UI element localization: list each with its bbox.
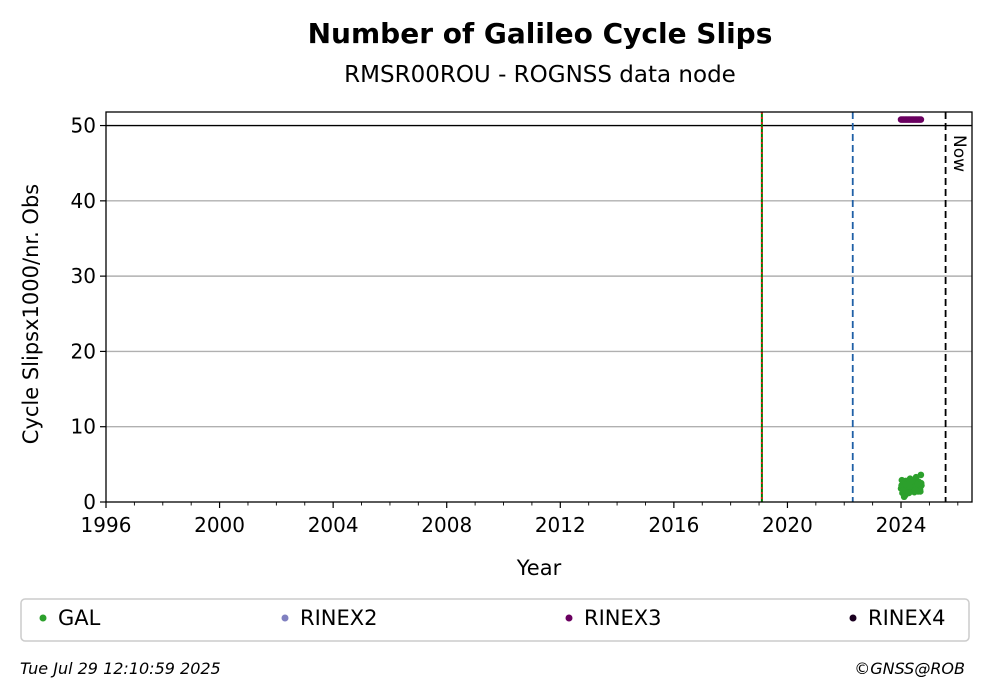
x-axis-ticks: 1996 2000 2004 2008 2012 2016 2020 2024 [81,502,959,537]
data-point [905,489,913,497]
x-tick-label: 2020 [762,513,813,537]
data-point [912,473,920,481]
data-point [906,482,914,490]
data-point [912,486,919,494]
x-tick-label: 2024 [876,513,927,537]
x-tick-label: 2016 [648,513,699,537]
data-point [898,476,906,484]
x-axis-label: Year [516,556,562,580]
legend-box [20,598,970,642]
y-axis-label: Cycle Slipsx1000/nr. Obs [19,184,43,444]
grid-lines [106,124,972,428]
footer-timestamp: Tue Jul 29 12:10:59 2025 [20,659,221,678]
chart-subtitle: RMSR00ROU - ROGNSS data node [344,62,736,88]
legend-label-rinex2: RINEX2 [300,606,378,630]
data-point [900,493,908,501]
now-label: Now [949,135,969,172]
footer-copyright: ©GNSS@ROB [854,659,965,678]
data-point [908,477,916,485]
y-axis-ticks: 0 10 20 30 40 50 [71,114,106,514]
data-point [899,487,907,495]
legend-label-gal: GAL [58,606,101,630]
x-tick-label: 2004 [308,513,359,537]
y-tick-label: 20 [71,339,96,363]
x-tick-label: 2008 [421,513,472,537]
data-point [917,479,925,487]
data-point [917,116,925,123]
data-points [897,116,925,501]
vertical-lines [760,112,947,502]
x-tick-label: 1996 [81,513,132,537]
legend-marker-rinex4 [849,614,857,622]
legend-marker-gal [39,614,47,622]
x-tick-label: 2012 [535,513,586,537]
y-tick-label: 10 [71,415,96,439]
y-tick-label: 0 [83,490,96,514]
chart-title: Number of Galileo Cycle Slips [308,17,773,50]
legend: GAL RINEX2 RINEX3 RINEX4 [20,598,970,642]
y-tick-label: 50 [71,114,96,138]
x-tick-label: 2000 [194,513,245,537]
legend-marker-rinex3 [565,614,573,622]
y-tick-label: 30 [71,264,96,288]
y-tick-label: 40 [71,189,96,213]
legend-label-rinex4: RINEX4 [868,606,946,630]
plot-frame [105,111,973,503]
legend-marker-rinex2 [281,614,289,622]
legend-label-rinex3: RINEX3 [584,606,662,630]
